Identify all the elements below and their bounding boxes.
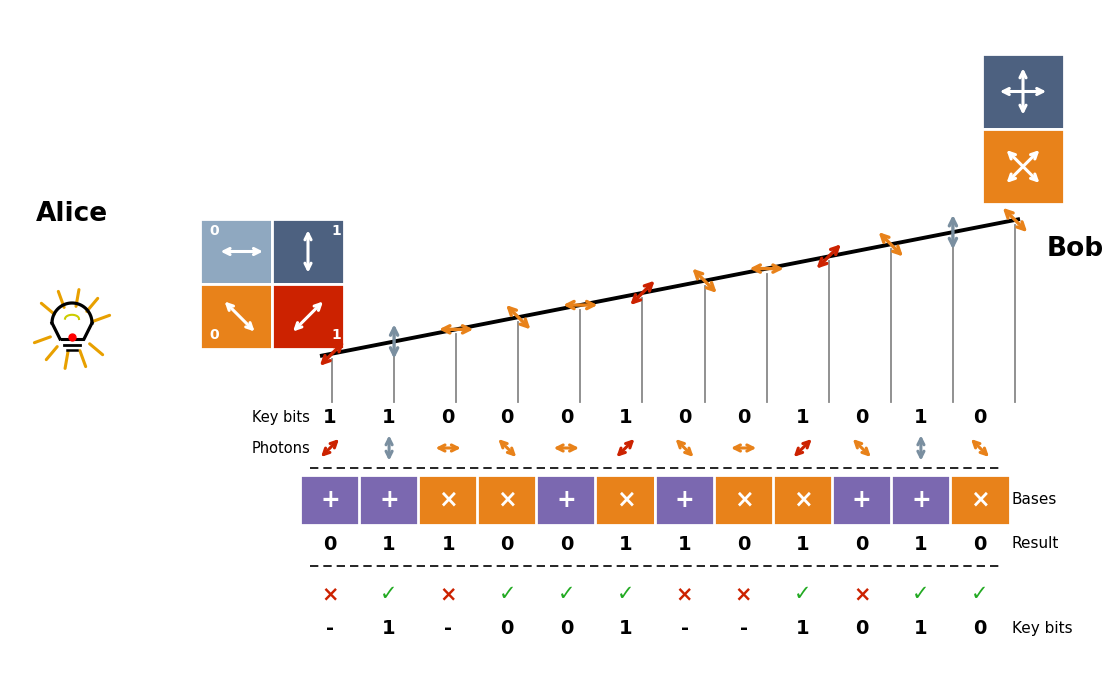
Text: 0: 0: [500, 619, 513, 638]
Text: ✓: ✓: [913, 584, 929, 604]
FancyBboxPatch shape: [272, 284, 344, 349]
Text: 1: 1: [383, 408, 396, 427]
Text: ✓: ✓: [971, 584, 989, 604]
Text: 0: 0: [855, 408, 868, 427]
Text: 0: 0: [324, 534, 337, 553]
Text: Key bits: Key bits: [252, 410, 311, 425]
FancyBboxPatch shape: [981, 54, 1064, 129]
Text: 0: 0: [560, 534, 573, 553]
Text: Result: Result: [1013, 537, 1059, 551]
Text: 0: 0: [500, 408, 513, 427]
Text: ×: ×: [735, 584, 752, 604]
FancyBboxPatch shape: [832, 475, 892, 525]
Text: Alice: Alice: [35, 201, 108, 227]
FancyBboxPatch shape: [596, 475, 655, 525]
Text: +: +: [379, 488, 399, 512]
Text: 0: 0: [974, 534, 987, 553]
Text: 1: 1: [332, 328, 340, 342]
Text: +: +: [557, 488, 577, 512]
FancyBboxPatch shape: [950, 475, 1010, 525]
Text: 1: 1: [914, 619, 928, 638]
Text: 0: 0: [737, 408, 751, 427]
FancyBboxPatch shape: [654, 475, 714, 525]
Text: 1: 1: [619, 619, 632, 638]
Text: +: +: [674, 488, 694, 512]
Text: 1: 1: [796, 619, 810, 638]
Text: ×: ×: [675, 584, 693, 604]
Text: -: -: [326, 619, 334, 638]
FancyBboxPatch shape: [359, 475, 419, 525]
Text: ✓: ✓: [617, 584, 634, 604]
Text: +: +: [852, 488, 872, 512]
Text: ×: ×: [438, 488, 458, 512]
Text: 1: 1: [796, 534, 810, 553]
FancyBboxPatch shape: [891, 475, 950, 525]
Text: 0: 0: [974, 619, 987, 638]
Text: 0: 0: [855, 534, 868, 553]
Text: Bob: Bob: [1047, 236, 1103, 262]
Text: Key bits: Key bits: [1013, 621, 1072, 636]
Text: -: -: [445, 619, 452, 638]
FancyBboxPatch shape: [200, 219, 272, 284]
Text: 1: 1: [619, 408, 632, 427]
Text: Bases: Bases: [1013, 493, 1057, 508]
Text: 0: 0: [441, 408, 455, 427]
FancyBboxPatch shape: [301, 475, 360, 525]
Text: 1: 1: [914, 534, 928, 553]
Text: ✓: ✓: [380, 584, 398, 604]
Text: ✓: ✓: [794, 584, 812, 604]
Text: Photons: Photons: [252, 441, 311, 456]
Text: 1: 1: [678, 534, 691, 553]
Text: +: +: [910, 488, 930, 512]
FancyBboxPatch shape: [272, 219, 344, 284]
Text: 0: 0: [208, 224, 218, 238]
Text: ×: ×: [853, 584, 871, 604]
Text: 1: 1: [914, 408, 928, 427]
Text: 1: 1: [383, 534, 396, 553]
Text: 1: 1: [619, 534, 632, 553]
Text: 1: 1: [383, 619, 396, 638]
Text: -: -: [740, 619, 747, 638]
Text: 1: 1: [441, 534, 455, 553]
Text: ×: ×: [734, 488, 753, 512]
FancyBboxPatch shape: [773, 475, 833, 525]
Text: 0: 0: [560, 619, 573, 638]
FancyBboxPatch shape: [537, 475, 597, 525]
Text: ×: ×: [439, 584, 457, 604]
Text: ✓: ✓: [558, 584, 576, 604]
Text: ×: ×: [615, 488, 635, 512]
Text: 0: 0: [500, 534, 513, 553]
Text: +: +: [321, 488, 339, 512]
Text: 0: 0: [974, 408, 987, 427]
FancyBboxPatch shape: [477, 475, 537, 525]
FancyBboxPatch shape: [418, 475, 478, 525]
FancyBboxPatch shape: [200, 284, 272, 349]
Text: ✓: ✓: [499, 584, 516, 604]
Text: 0: 0: [737, 534, 751, 553]
Text: 1: 1: [796, 408, 810, 427]
Text: 0: 0: [855, 619, 868, 638]
Text: 1: 1: [332, 224, 340, 238]
Text: -: -: [681, 619, 689, 638]
Text: ×: ×: [970, 488, 990, 512]
Text: ×: ×: [322, 584, 338, 604]
Text: 1: 1: [323, 408, 337, 427]
Text: 0: 0: [560, 408, 573, 427]
Text: 0: 0: [208, 328, 218, 342]
Text: ×: ×: [793, 488, 813, 512]
Text: ×: ×: [498, 488, 517, 512]
FancyBboxPatch shape: [713, 475, 774, 525]
Text: 0: 0: [678, 408, 691, 427]
FancyBboxPatch shape: [981, 129, 1064, 204]
